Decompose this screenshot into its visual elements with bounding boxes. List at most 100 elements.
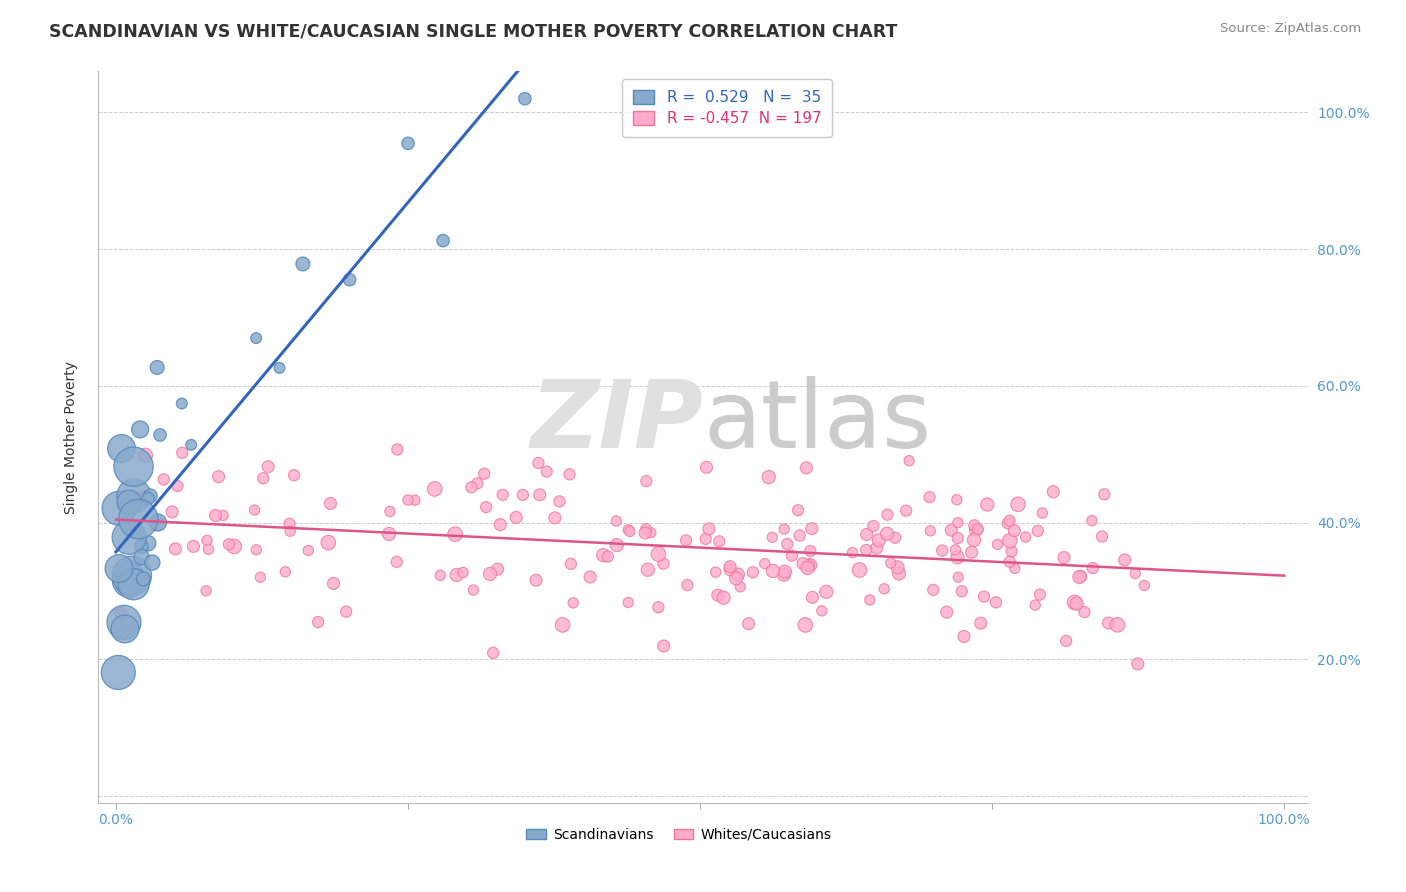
- Point: [1092, 487, 1115, 501]
- Point: [855, 543, 877, 558]
- Point: [166, 479, 188, 493]
- Point: [894, 503, 917, 517]
- Point: [122, 459, 145, 474]
- Point: [129, 422, 152, 436]
- Point: [385, 555, 408, 569]
- Point: [152, 472, 174, 486]
- Point: [776, 537, 799, 551]
- Point: [596, 549, 619, 564]
- Point: [1097, 615, 1119, 630]
- Point: [560, 557, 582, 571]
- Point: [945, 542, 967, 557]
- Point: [404, 493, 426, 508]
- Point: [121, 568, 143, 582]
- Point: [1000, 544, 1022, 558]
- Point: [675, 533, 697, 548]
- Point: [647, 600, 669, 615]
- Point: [429, 568, 451, 582]
- Point: [423, 482, 446, 496]
- Point: [966, 522, 988, 536]
- Point: [636, 474, 658, 488]
- Point: [789, 528, 811, 542]
- Point: [737, 616, 759, 631]
- Point: [727, 567, 749, 582]
- Point: [318, 535, 340, 549]
- Point: [172, 446, 194, 460]
- Point: [136, 536, 159, 550]
- Point: [475, 500, 498, 514]
- Legend: Scandinavians, Whites/Caucasians: Scandinavians, Whites/Caucasians: [520, 822, 837, 847]
- Point: [948, 570, 970, 584]
- Point: [970, 616, 993, 631]
- Point: [880, 556, 903, 570]
- Point: [149, 428, 172, 442]
- Point: [799, 558, 821, 573]
- Point: [773, 565, 796, 579]
- Point: [579, 570, 602, 584]
- Point: [335, 605, 357, 619]
- Point: [527, 456, 550, 470]
- Point: [640, 525, 662, 540]
- Point: [718, 563, 741, 577]
- Point: [446, 568, 468, 582]
- Point: [709, 534, 731, 549]
- Point: [652, 557, 675, 571]
- Point: [605, 514, 627, 528]
- Point: [283, 468, 305, 483]
- Point: [862, 519, 884, 533]
- Point: [139, 489, 162, 503]
- Point: [758, 470, 780, 484]
- Point: [634, 525, 657, 540]
- Point: [451, 566, 474, 580]
- Text: SCANDINAVIAN VS WHITE/CAUCASIAN SINGLE MOTHER POVERTY CORRELATION CHART: SCANDINAVIAN VS WHITE/CAUCASIAN SINGLE M…: [49, 22, 897, 40]
- Point: [319, 496, 342, 510]
- Point: [998, 514, 1021, 528]
- Point: [935, 605, 957, 619]
- Point: [797, 558, 820, 573]
- Point: [1004, 561, 1026, 575]
- Point: [218, 537, 240, 551]
- Point: [432, 234, 454, 248]
- Point: [479, 566, 502, 581]
- Point: [122, 489, 145, 503]
- Point: [997, 516, 1019, 531]
- Point: [713, 591, 735, 605]
- Point: [141, 556, 163, 570]
- Point: [1123, 566, 1146, 581]
- Point: [637, 563, 659, 577]
- Point: [965, 523, 987, 537]
- Point: [704, 565, 727, 579]
- Point: [1073, 605, 1095, 619]
- Point: [224, 540, 246, 554]
- Point: [1126, 657, 1149, 671]
- Point: [886, 560, 908, 574]
- Point: [1053, 550, 1076, 565]
- Point: [512, 488, 534, 502]
- Point: [725, 571, 748, 585]
- Point: [136, 491, 159, 506]
- Point: [127, 512, 149, 526]
- Point: [848, 563, 870, 577]
- Point: [718, 559, 741, 574]
- Point: [695, 532, 717, 546]
- Point: [676, 578, 699, 592]
- Point: [160, 505, 183, 519]
- Point: [963, 533, 986, 547]
- Point: [122, 491, 145, 505]
- Point: [243, 503, 266, 517]
- Point: [920, 524, 942, 538]
- Point: [773, 522, 796, 536]
- Point: [1081, 561, 1104, 575]
- Point: [799, 544, 821, 558]
- Point: [489, 517, 512, 532]
- Point: [1026, 524, 1049, 538]
- Point: [146, 360, 169, 375]
- Point: [810, 604, 832, 618]
- Point: [697, 522, 720, 536]
- Point: [773, 567, 796, 582]
- Point: [146, 516, 169, 530]
- Point: [946, 531, 969, 545]
- Point: [606, 538, 628, 552]
- Point: [482, 646, 505, 660]
- Point: [796, 460, 818, 475]
